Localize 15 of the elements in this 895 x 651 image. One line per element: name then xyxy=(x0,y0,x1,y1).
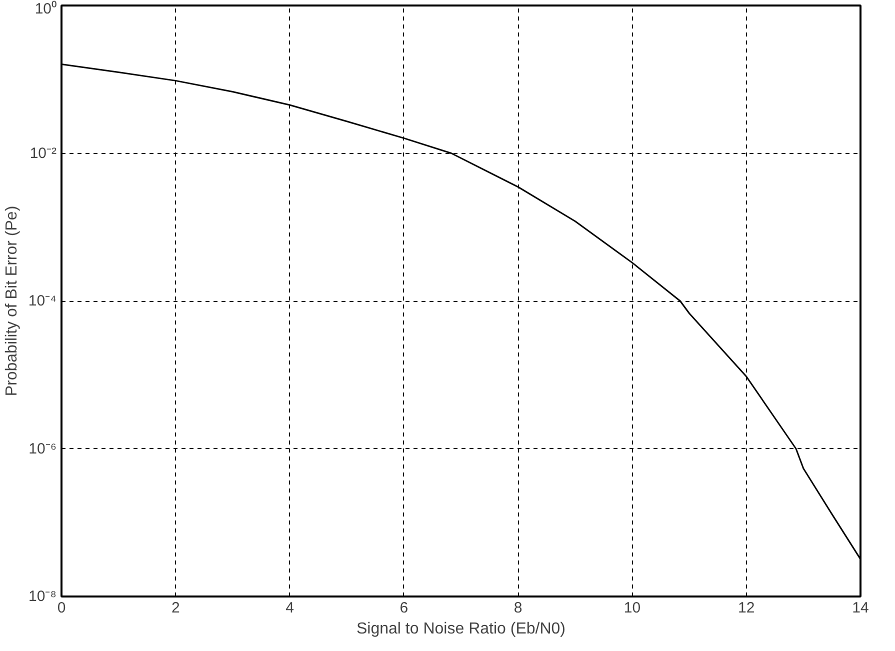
y-axis-title: Probability of Bit Error (Pe) xyxy=(3,206,20,396)
x-tick-label: 2 xyxy=(171,600,180,616)
x-tick-label: 8 xyxy=(514,600,522,616)
x-axis-title: Signal to Noise Ratio (Eb/N0) xyxy=(356,620,566,638)
x-tick-label: 12 xyxy=(738,600,755,616)
y-tick-label: 10⁻⁸ xyxy=(28,588,57,605)
x-tick-label: 4 xyxy=(286,600,294,616)
x-tick-label: 10 xyxy=(624,600,641,616)
y-tick-label: 10⁰ xyxy=(34,0,57,18)
x-tick-label: 14 xyxy=(852,600,869,616)
x-tick-label: 6 xyxy=(400,600,408,616)
x-tick-label: 0 xyxy=(57,600,66,616)
y-tick-label: 10⁻² xyxy=(30,144,57,162)
y-tick-label: 10⁻⁶ xyxy=(28,440,56,458)
y-tick-label: 10⁻⁴ xyxy=(28,292,57,310)
